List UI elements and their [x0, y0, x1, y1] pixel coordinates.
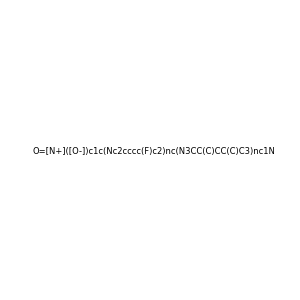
Text: O=[N+]([O-])c1c(Nc2cccc(F)c2)nc(N3CC(C)CC(C)C3)nc1N: O=[N+]([O-])c1c(Nc2cccc(F)c2)nc(N3CC(C)C… — [32, 147, 275, 156]
